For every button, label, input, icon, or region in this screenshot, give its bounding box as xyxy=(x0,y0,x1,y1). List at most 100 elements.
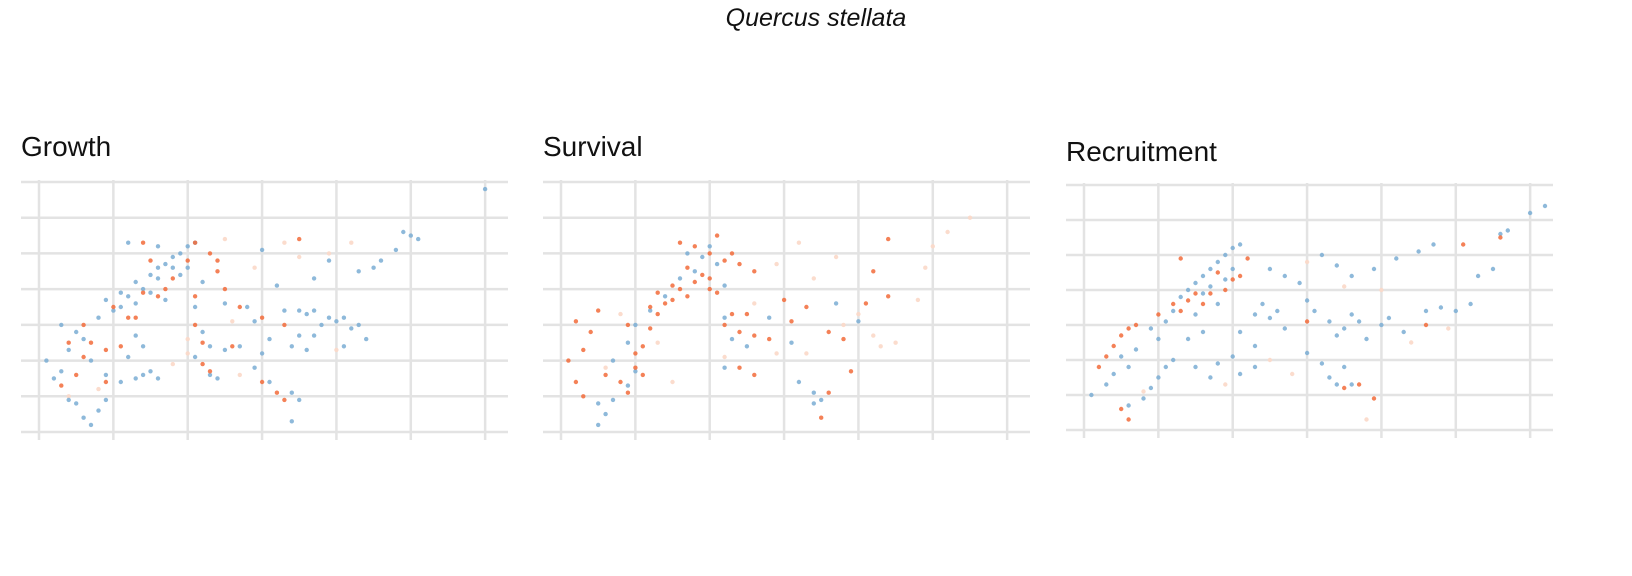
scatter-point xyxy=(1542,203,1548,209)
scatter-point xyxy=(1119,354,1124,359)
scatter-point xyxy=(1193,364,1198,370)
scatter-point xyxy=(610,397,616,403)
scatter-point xyxy=(1208,375,1213,380)
scatter-point xyxy=(1401,329,1406,335)
scatter-point xyxy=(1208,266,1213,272)
scatter-point xyxy=(200,361,205,367)
scatter-point xyxy=(282,240,287,245)
scatter-point xyxy=(1423,322,1429,328)
scatter-point xyxy=(625,340,631,345)
scatter-point xyxy=(1133,347,1139,352)
scatter-point xyxy=(722,365,727,370)
scatter-point xyxy=(1215,301,1220,307)
scatter-point xyxy=(670,283,675,288)
scatter-point xyxy=(1148,326,1154,331)
scatter-point xyxy=(148,369,153,374)
scatter-point xyxy=(685,251,690,256)
scatter-point xyxy=(841,336,846,342)
scatter-point xyxy=(1163,364,1168,370)
scatter-point xyxy=(148,290,153,295)
scatter-point xyxy=(811,401,816,406)
scatter-point xyxy=(51,376,57,381)
scatter-point xyxy=(126,294,131,299)
scatter-point xyxy=(677,276,683,281)
scatter-point xyxy=(1304,259,1310,265)
scatter-point xyxy=(289,390,294,395)
scatter-point xyxy=(1126,403,1131,408)
scatter-point xyxy=(252,265,257,270)
scatter-point xyxy=(819,397,824,403)
scatter-point xyxy=(319,322,324,328)
scatter-point xyxy=(596,401,601,406)
scatter-point xyxy=(222,236,228,242)
survival-scatter-plot xyxy=(543,180,1030,440)
scatter-point xyxy=(722,354,727,360)
scatter-point xyxy=(103,347,109,353)
scatter-point xyxy=(192,294,198,299)
scatter-point xyxy=(1208,291,1213,296)
scatter-point xyxy=(230,319,235,324)
scatter-point xyxy=(1416,249,1421,254)
scatter-point xyxy=(1327,375,1332,380)
scatter-point xyxy=(833,254,839,260)
scatter-point xyxy=(1171,308,1176,314)
scatter-point xyxy=(893,340,898,345)
scatter-point xyxy=(692,269,697,274)
scatter-point xyxy=(111,308,116,313)
scatter-point xyxy=(378,258,384,263)
scatter-point xyxy=(886,294,891,299)
scatter-point xyxy=(1319,361,1325,366)
scatter-point xyxy=(341,315,347,320)
scatter-point xyxy=(648,326,653,331)
scatter-point xyxy=(722,283,727,288)
scatter-point xyxy=(767,315,772,320)
scatter-point xyxy=(96,408,101,413)
scatter-point xyxy=(155,294,161,299)
scatter-point xyxy=(633,365,638,370)
scatter-point xyxy=(1431,242,1436,247)
scatter-point xyxy=(1185,298,1191,303)
scatter-point xyxy=(588,329,593,335)
scatter-point xyxy=(140,240,146,245)
scatter-point xyxy=(170,254,175,260)
scatter-point xyxy=(81,322,86,328)
scatter-point xyxy=(133,301,138,306)
scatter-point xyxy=(178,251,183,256)
scatter-point xyxy=(1096,364,1102,370)
scatter-point xyxy=(207,372,213,378)
scatter-point xyxy=(856,319,861,324)
scatter-point xyxy=(304,311,309,317)
scatter-point xyxy=(856,311,861,317)
scatter-point xyxy=(1178,294,1183,300)
scatter-point xyxy=(752,333,757,338)
scatter-point xyxy=(670,379,675,385)
scatter-point xyxy=(744,311,750,317)
scatter-point xyxy=(633,322,638,328)
scatter-point xyxy=(871,333,876,338)
scatter-point xyxy=(886,236,891,242)
scatter-point xyxy=(1349,382,1354,387)
scatter-point xyxy=(1364,336,1369,342)
scatter-point xyxy=(103,297,109,303)
scatter-point xyxy=(1171,301,1176,307)
scatter-point xyxy=(282,308,287,313)
scatter-point xyxy=(81,336,86,342)
scatter-point xyxy=(833,301,839,306)
scatter-point xyxy=(967,215,973,220)
scatter-point xyxy=(1223,382,1228,387)
scatter-point xyxy=(230,344,235,349)
scatter-point xyxy=(1126,326,1131,331)
scatter-point xyxy=(200,279,205,285)
scatter-point xyxy=(804,351,809,356)
scatter-point xyxy=(670,297,675,303)
scatter-point xyxy=(66,347,71,353)
scatter-point xyxy=(1237,242,1243,247)
scatter-point xyxy=(655,290,660,295)
scatter-point xyxy=(1178,308,1183,314)
scatter-point xyxy=(88,358,94,363)
scatter-point xyxy=(297,308,302,313)
scatter-point xyxy=(796,240,802,245)
scatter-point xyxy=(163,297,168,303)
scatter-point xyxy=(1490,266,1496,272)
scatter-point xyxy=(707,276,712,281)
